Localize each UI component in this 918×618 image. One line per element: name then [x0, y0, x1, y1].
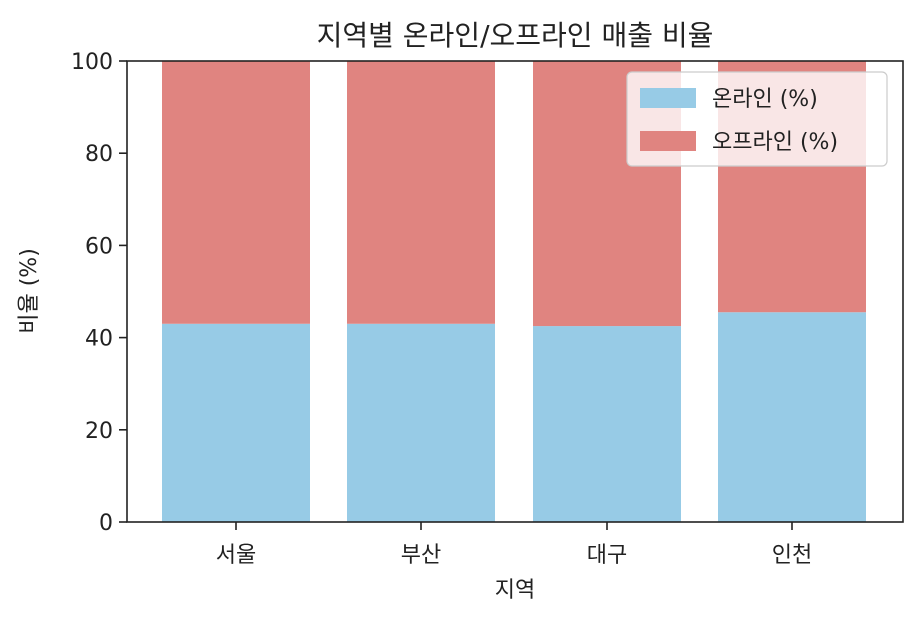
x-tick-label-1: 부산	[401, 543, 441, 568]
y-tick-label-2: 40	[85, 327, 113, 352]
bars-group	[162, 61, 866, 522]
bar-offline-0	[162, 61, 310, 324]
bar-online-1	[347, 323, 495, 522]
legend-label-0: 온라인 (%)	[712, 87, 818, 112]
x-tick-label-3: 인천	[772, 543, 812, 568]
y-tick-label-5: 100	[71, 50, 113, 75]
x-axis: 서울 부산 대구 인천	[216, 522, 812, 568]
y-tick-label-0: 0	[99, 511, 113, 536]
y-tick-label-4: 80	[85, 142, 113, 167]
bar-online-0	[162, 323, 310, 522]
legend-swatch-0	[640, 88, 696, 108]
plot-frame	[126, 60, 904, 523]
x-tick-label-2: 대구	[587, 543, 627, 568]
y-tick-label-3: 60	[85, 234, 113, 259]
bar-online-3	[718, 312, 866, 522]
x-tick-label-0: 서울	[216, 543, 256, 568]
legend: 온라인 (%) 오프라인 (%)	[626, 71, 888, 167]
legend-swatch-1	[640, 131, 696, 151]
bar-offline-1	[347, 61, 495, 324]
bar-online-2	[533, 326, 681, 522]
y-axis-label: 비율 (%)	[17, 248, 42, 334]
x-axis-label: 지역	[495, 578, 535, 603]
y-axis: 0 20 40 60 80 100	[71, 50, 127, 536]
chart-title: 지역별 온라인/오프라인 매출 비율	[317, 19, 714, 52]
y-tick-label-1: 20	[85, 419, 113, 444]
legend-label-1: 오프라인 (%)	[712, 130, 838, 155]
